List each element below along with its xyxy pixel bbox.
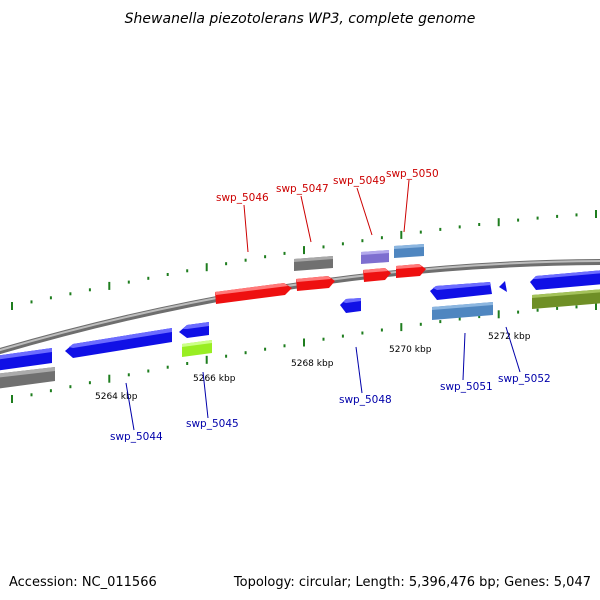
gene-features-lower — [0, 270, 600, 389]
leader-swp-5052 — [505, 326, 521, 373]
leader-swp-5047 — [300, 195, 312, 243]
gene-label-swp-5046: swp_5046 — [216, 192, 269, 204]
gene-label-swp-5050: swp_5050 — [386, 168, 439, 180]
gene-label-swp-5048: swp_5048 — [339, 394, 392, 406]
genome-summary-text: Topology: circular; Length: 5,396,476 bp… — [233, 575, 591, 590]
leader-swp-5046 — [243, 204, 249, 253]
leader-swp-5051 — [462, 332, 466, 381]
gene-label-swp-5051: swp_5051 — [440, 381, 493, 393]
outer-tick-ring — [11, 210, 597, 310]
gene-label-swp-5045: swp_5045 — [186, 418, 239, 430]
scale-label-5264: 5264 kbp — [95, 392, 138, 402]
gene-label-swp-5049: swp_5049 — [333, 175, 386, 187]
gene-feature-swp-5052 — [499, 281, 507, 292]
gene-label-swp-5047: swp_5047 — [276, 183, 329, 195]
scale-label-5266: 5266 kbp — [193, 374, 236, 384]
accession-text: Accession: NC_011566 — [9, 575, 157, 590]
gene-label-swp-5044: swp_5044 — [110, 431, 163, 443]
leader-swp-5048 — [355, 346, 363, 394]
leader-swp-5044 — [125, 382, 135, 431]
scale-label-5270: 5270 kbp — [389, 345, 432, 355]
leader-swp-5045 — [202, 371, 209, 419]
leader-swp-5050 — [403, 179, 410, 233]
label-leaders — [125, 179, 521, 431]
scale-label-5268: 5268 kbp — [291, 359, 334, 369]
gene-features-upper — [215, 244, 426, 304]
gene-feature-swp-5046 — [215, 283, 292, 304]
gene-label-swp-5052: swp_5052 — [498, 373, 551, 385]
map-title: Shewanella piezotolerans WP3, complete g… — [125, 11, 476, 27]
gene-labels: swp_5046 swp_5047 swp_5049 swp_5050 swp_… — [110, 168, 551, 443]
leader-swp-5049 — [356, 187, 373, 236]
